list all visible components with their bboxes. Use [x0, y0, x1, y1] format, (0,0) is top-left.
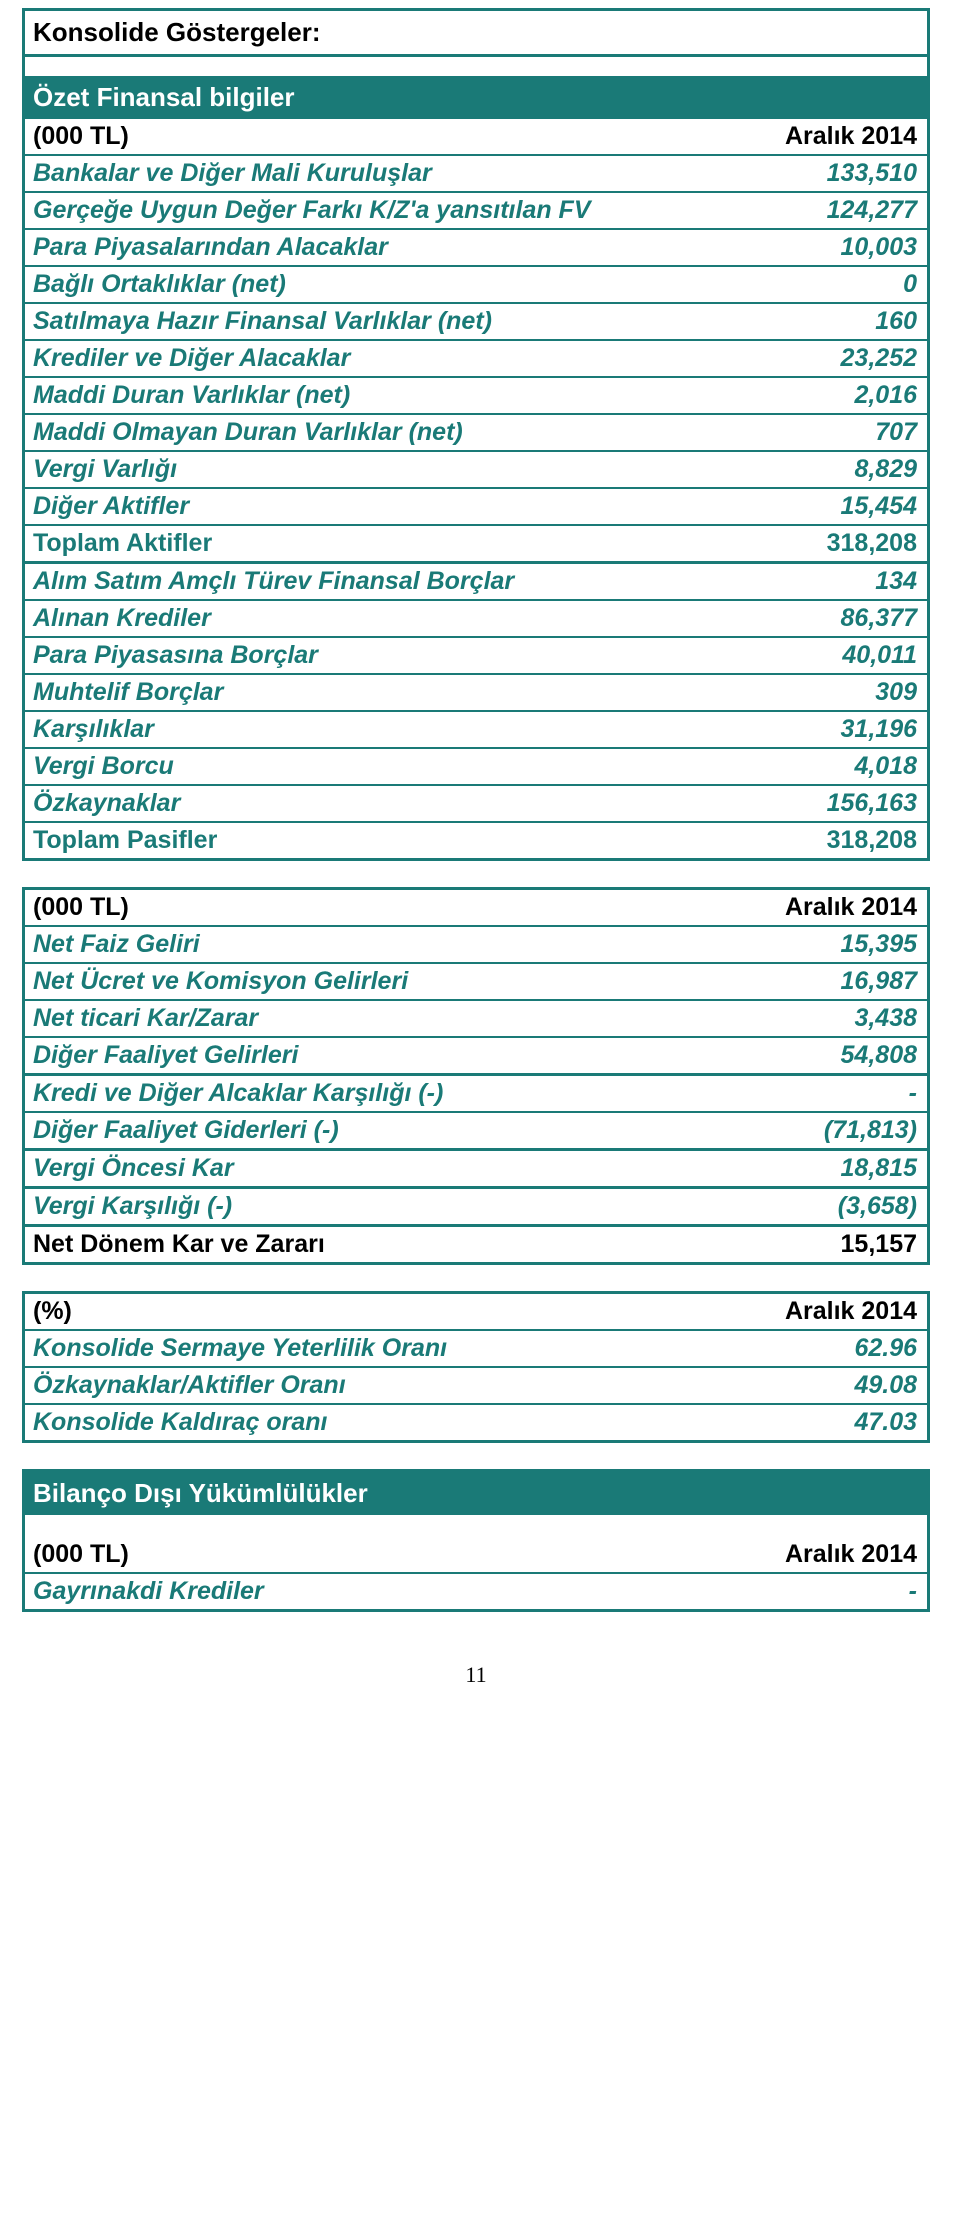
row-value: 0 — [740, 266, 928, 303]
col-header-unit: (000 TL) — [24, 1537, 588, 1573]
row-label: Konsolide Sermaye Yeterlilik Oranı — [24, 1330, 695, 1367]
row-label: Vergi Karşılığı (-) — [24, 1188, 693, 1226]
net-income-value: 15,157 — [693, 1226, 929, 1264]
row-label: Muhtelif Borçlar — [24, 674, 741, 711]
col-header-period: Aralık 2014 — [693, 889, 929, 927]
ratios-table: (%) Aralık 2014 Konsolide Sermaye Yeterl… — [22, 1291, 930, 1443]
row-label: Vergi Öncesi Kar — [24, 1150, 693, 1188]
col-header-unit: (000 TL) — [24, 889, 693, 927]
assets-total-value: 318,208 — [740, 525, 928, 563]
row-label: Krediler ve Diğer Alacaklar — [24, 340, 741, 377]
row-label: Karşılıklar — [24, 711, 741, 748]
row-value: (71,813) — [693, 1112, 929, 1150]
row-label: Net Ücret ve Komisyon Gelirleri — [24, 963, 693, 1000]
balance-sheet-table: (000 TL) Aralık 2014 Bankalar ve Diğer M… — [22, 119, 930, 861]
row-value: 10,003 — [740, 229, 928, 266]
col-header-pct: (%) — [24, 1293, 695, 1331]
row-value: 134 — [740, 563, 928, 601]
row-label: Konsolide Kaldıraç oranı — [24, 1404, 695, 1442]
liab-total-label: Toplam Pasifler — [24, 822, 741, 860]
row-value: (3,658) — [693, 1188, 929, 1226]
col-header-period: Aralık 2014 — [740, 119, 928, 155]
row-label: Bağlı Ortaklıklar (net) — [24, 266, 741, 303]
col-header-period: Aralık 2014 — [694, 1293, 928, 1331]
row-value: 49.08 — [694, 1367, 928, 1404]
row-value: - — [693, 1075, 929, 1113]
row-label: Özkaynaklar — [24, 785, 741, 822]
income-statement-table: (000 TL) Aralık 2014 Net Faiz Geliri15,3… — [22, 887, 930, 1265]
row-value: 23,252 — [740, 340, 928, 377]
row-label: Diğer Faaliyet Giderleri (-) — [24, 1112, 693, 1150]
off-balance-table: (000 TL) Aralık 2014 Gayrınakdi Krediler… — [22, 1537, 930, 1612]
assets-total-label: Toplam Aktifler — [24, 525, 741, 563]
row-value: 40,011 — [740, 637, 928, 674]
row-value: 15,395 — [693, 926, 929, 963]
row-value: 15,454 — [740, 488, 928, 525]
row-label: Özkaynaklar/Aktifler Oranı — [24, 1367, 695, 1404]
row-label: Gerçeğe Uygun Değer Farkı K/Z'a yansıtıl… — [24, 192, 741, 229]
row-value: 156,163 — [740, 785, 928, 822]
row-label: Net ticari Kar/Zarar — [24, 1000, 693, 1037]
row-value: 47.03 — [694, 1404, 928, 1442]
row-value: 16,987 — [693, 963, 929, 1000]
row-value: 2,016 — [740, 377, 928, 414]
liab-total-value: 318,208 — [740, 822, 928, 860]
row-label: Net Faiz Geliri — [24, 926, 693, 963]
net-income-label: Net Dönem Kar ve Zararı — [24, 1226, 693, 1264]
row-value: 707 — [740, 414, 928, 451]
row-label: Diğer Aktifler — [24, 488, 741, 525]
row-label: Alım Satım Amçlı Türev Finansal Borçlar — [24, 563, 741, 601]
row-label: Satılmaya Hazır Finansal Varlıklar (net) — [24, 303, 741, 340]
row-label: Maddi Olmayan Duran Varlıklar (net) — [24, 414, 741, 451]
row-label: Vergi Varlığı — [24, 451, 741, 488]
col-header-period: Aralık 2014 — [587, 1537, 928, 1573]
row-label: Bankalar ve Diğer Mali Kuruluşlar — [24, 155, 741, 192]
row-value: 31,196 — [740, 711, 928, 748]
row-label: Para Piyasalarından Alacaklar — [24, 229, 741, 266]
section-title-bilanco: Bilanço Dışı Yükümlülükler — [22, 1469, 930, 1515]
row-value: 4,018 — [740, 748, 928, 785]
row-label: Diğer Faaliyet Gelirleri — [24, 1037, 693, 1075]
offbal-label: Gayrınakdi Krediler — [24, 1573, 588, 1611]
row-value: 86,377 — [740, 600, 928, 637]
section-title-ozet: Özet Finansal bilgiler — [22, 76, 930, 119]
row-value: 3,438 — [693, 1000, 929, 1037]
row-label: Para Piyasasına Borçlar — [24, 637, 741, 674]
row-value: 309 — [740, 674, 928, 711]
offbal-value: - — [587, 1573, 928, 1611]
row-value: 160 — [740, 303, 928, 340]
row-value: 133,510 — [740, 155, 928, 192]
row-value: 62.96 — [694, 1330, 928, 1367]
row-value: 54,808 — [693, 1037, 929, 1075]
row-value: 8,829 — [740, 451, 928, 488]
section-title-konsolide: Konsolide Göstergeler: — [22, 8, 930, 54]
row-label: Kredi ve Diğer Alcaklar Karşılığı (-) — [24, 1075, 693, 1113]
row-label: Vergi Borcu — [24, 748, 741, 785]
row-label: Alınan Krediler — [24, 600, 741, 637]
row-value: 18,815 — [693, 1150, 929, 1188]
row-value: 124,277 — [740, 192, 928, 229]
col-header-unit: (000 TL) — [24, 119, 741, 155]
row-label: Maddi Duran Varlıklar (net) — [24, 377, 741, 414]
page-number: 11 — [22, 1662, 930, 1688]
